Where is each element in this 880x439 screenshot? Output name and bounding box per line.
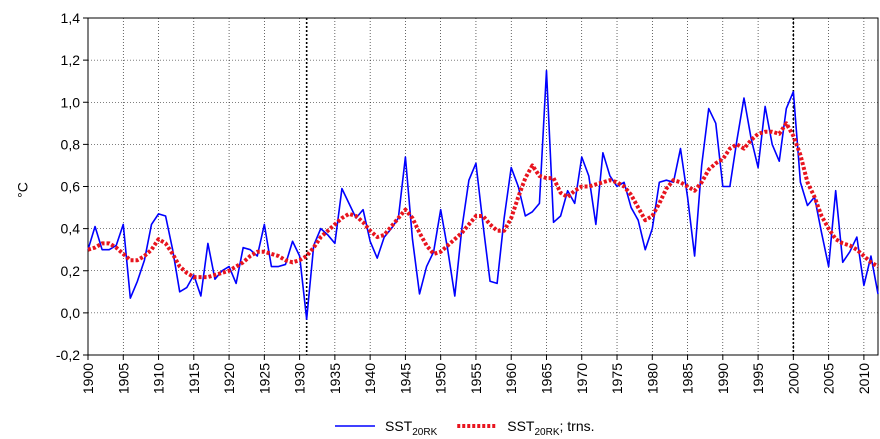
x-tick-label: 1950	[433, 363, 449, 394]
x-tick-label: 1955	[468, 363, 484, 394]
y-tick-label: 1,0	[61, 94, 81, 110]
x-tick-label: 1970	[574, 363, 590, 394]
x-tick-label: 1965	[538, 363, 554, 394]
y-tick-label: 0,0	[61, 305, 81, 321]
y-tick-label: 0,6	[61, 179, 81, 195]
x-tick-label: 1940	[362, 363, 378, 394]
x-tick-label: 1985	[680, 363, 696, 394]
y-tick-label: 1,2	[61, 52, 81, 68]
x-tick-label: 1960	[503, 363, 519, 394]
x-tick-label: 1935	[327, 363, 343, 394]
series-line	[87, 121, 880, 280]
x-tick-label: 1900	[80, 363, 96, 394]
x-tick-label: 1915	[186, 363, 202, 394]
y-tick-label: 0,8	[61, 136, 81, 152]
x-tick-label: 1905	[115, 363, 131, 394]
x-tick-label: 1930	[292, 363, 308, 394]
x-tick-label: 1920	[221, 363, 237, 394]
x-tick-label: 1925	[256, 363, 272, 394]
legend-label: SST20RK; trns.	[507, 418, 594, 438]
x-tick-label: 1995	[750, 363, 766, 394]
x-tick-label: 1910	[151, 363, 167, 394]
plot-frame	[87, 17, 879, 356]
x-tick-label: 1990	[715, 363, 731, 394]
y-tick-label: 1,4	[61, 10, 81, 26]
x-tick-label: 2005	[821, 363, 837, 394]
x-tick-label: 2010	[856, 363, 872, 394]
y-tick-label: -0,2	[56, 347, 80, 363]
y-tick-label: 0,4	[61, 221, 81, 237]
y-axis-label: °C	[15, 182, 31, 198]
x-tick-label: 1945	[397, 363, 413, 394]
legend-label: SST20RK	[385, 418, 438, 438]
legend: SST20RK SST20RK; trns.	[335, 418, 595, 438]
series-line	[87, 69, 879, 320]
x-tick-label: 1975	[609, 363, 625, 394]
x-tick-label: 1980	[644, 363, 660, 394]
y-tick-label: 0,2	[61, 263, 81, 279]
x-tick-label: 2000	[785, 363, 801, 394]
